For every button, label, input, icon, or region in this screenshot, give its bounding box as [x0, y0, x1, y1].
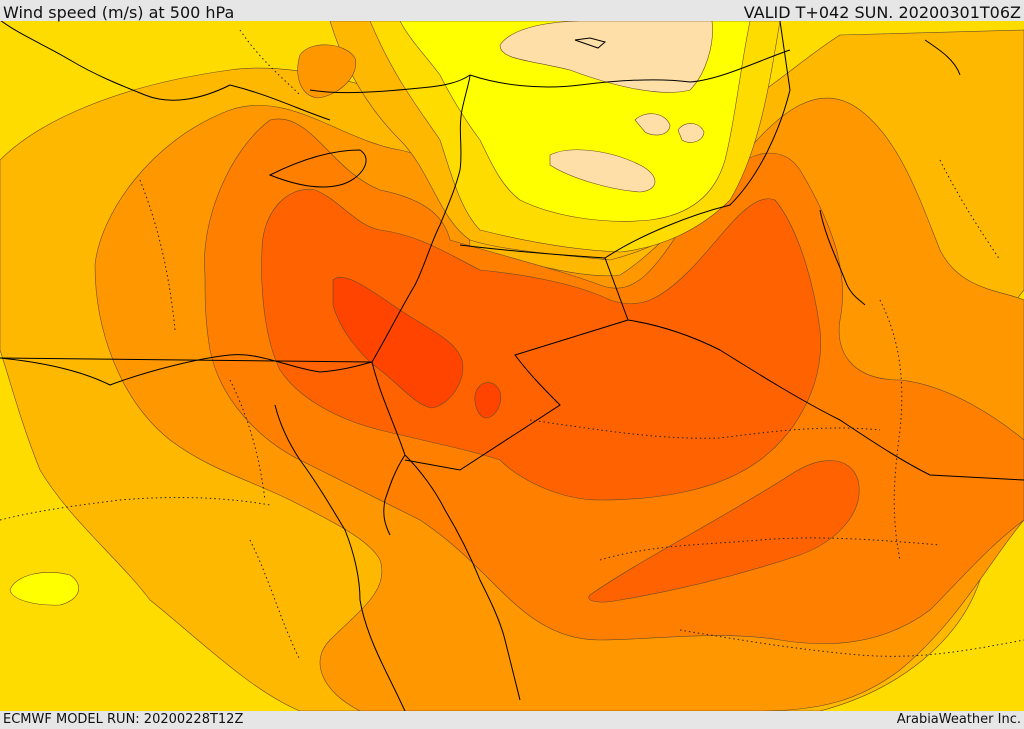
valid-time-label: VALID T+042 SUN. 20200301T06Z: [743, 3, 1021, 22]
footer-bar: ECMWF MODEL RUN: 20200228T12Z ArabiaWeat…: [0, 711, 1024, 729]
title-bar: Wind speed (m/s) at 500 hPa VALID T+042 …: [0, 0, 1024, 22]
political-borders: [0, 21, 1024, 481]
map-title: Wind speed (m/s) at 500 hPa: [3, 3, 235, 22]
wind-speed-map[interactable]: [0, 21, 1024, 711]
wind-band-1-north: [499, 21, 713, 93]
wind-band-7-main: [261, 189, 821, 501]
wind-band-1-east: [549, 149, 656, 193]
admin-borders: [0, 29, 1024, 661]
wind-band-8-max-small: [474, 382, 501, 419]
wind-band-5-patch-n: [297, 44, 357, 99]
coastlines: [0, 21, 961, 711]
wind-band-8-max: [332, 277, 464, 409]
wind-band-7-ridge: [588, 460, 860, 603]
model-run-label: ECMWF MODEL RUN: 20200228T12Z: [3, 712, 244, 727]
wind-band-2-patch-sw: [9, 572, 79, 606]
wind-band-1-small-a: [634, 113, 671, 136]
wind-band-1-small-b: [677, 123, 705, 143]
credit-label: ArabiaWeather Inc.: [896, 712, 1021, 727]
